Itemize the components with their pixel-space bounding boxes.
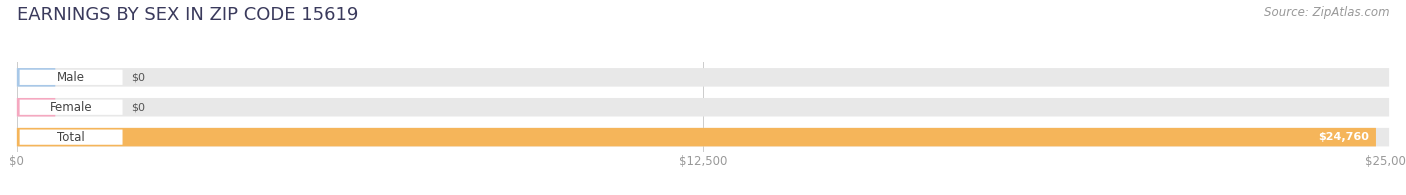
- FancyBboxPatch shape: [17, 68, 1389, 87]
- FancyBboxPatch shape: [17, 128, 1376, 146]
- FancyBboxPatch shape: [17, 98, 55, 117]
- Text: $0: $0: [131, 102, 145, 112]
- FancyBboxPatch shape: [17, 128, 1389, 146]
- FancyBboxPatch shape: [17, 98, 1389, 117]
- FancyBboxPatch shape: [20, 70, 122, 85]
- FancyBboxPatch shape: [20, 129, 122, 145]
- Text: $24,760: $24,760: [1319, 132, 1369, 142]
- FancyBboxPatch shape: [17, 68, 55, 87]
- Text: Total: Total: [58, 131, 84, 144]
- Text: Male: Male: [58, 71, 86, 84]
- Text: $0: $0: [131, 72, 145, 82]
- Text: Source: ZipAtlas.com: Source: ZipAtlas.com: [1264, 6, 1389, 19]
- FancyBboxPatch shape: [20, 100, 122, 115]
- Text: EARNINGS BY SEX IN ZIP CODE 15619: EARNINGS BY SEX IN ZIP CODE 15619: [17, 6, 359, 24]
- Text: Female: Female: [49, 101, 93, 114]
